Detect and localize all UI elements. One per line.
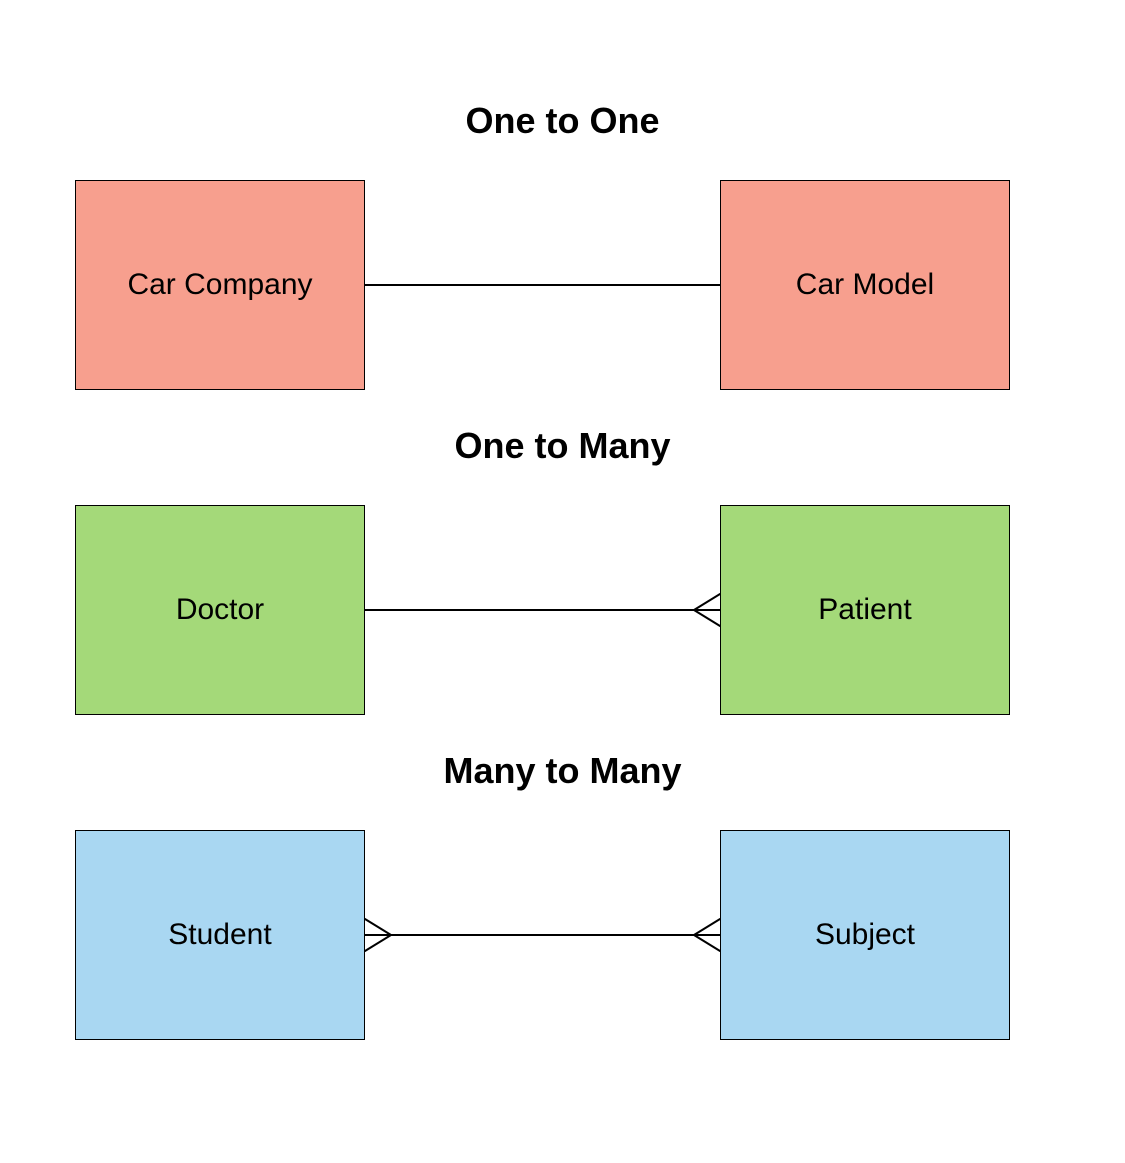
- node-car-company: Car Company: [75, 180, 365, 390]
- node-label: Subject: [815, 918, 915, 952]
- node-label: Student: [168, 918, 271, 952]
- section-title-one-to-one: One to One: [0, 100, 1125, 142]
- node-subject: Subject: [720, 830, 1010, 1040]
- node-label: Doctor: [176, 593, 264, 627]
- diagram-stage: One to One Car Company Car Model One to …: [0, 0, 1125, 1163]
- node-label: Car Model: [796, 268, 934, 302]
- section-title-many-to-many: Many to Many: [0, 750, 1125, 792]
- section-title-one-to-many: One to Many: [0, 425, 1125, 467]
- node-car-model: Car Model: [720, 180, 1010, 390]
- node-doctor: Doctor: [75, 505, 365, 715]
- node-patient: Patient: [720, 505, 1010, 715]
- node-label: Car Company: [127, 268, 312, 302]
- node-label: Patient: [818, 593, 911, 627]
- node-student: Student: [75, 830, 365, 1040]
